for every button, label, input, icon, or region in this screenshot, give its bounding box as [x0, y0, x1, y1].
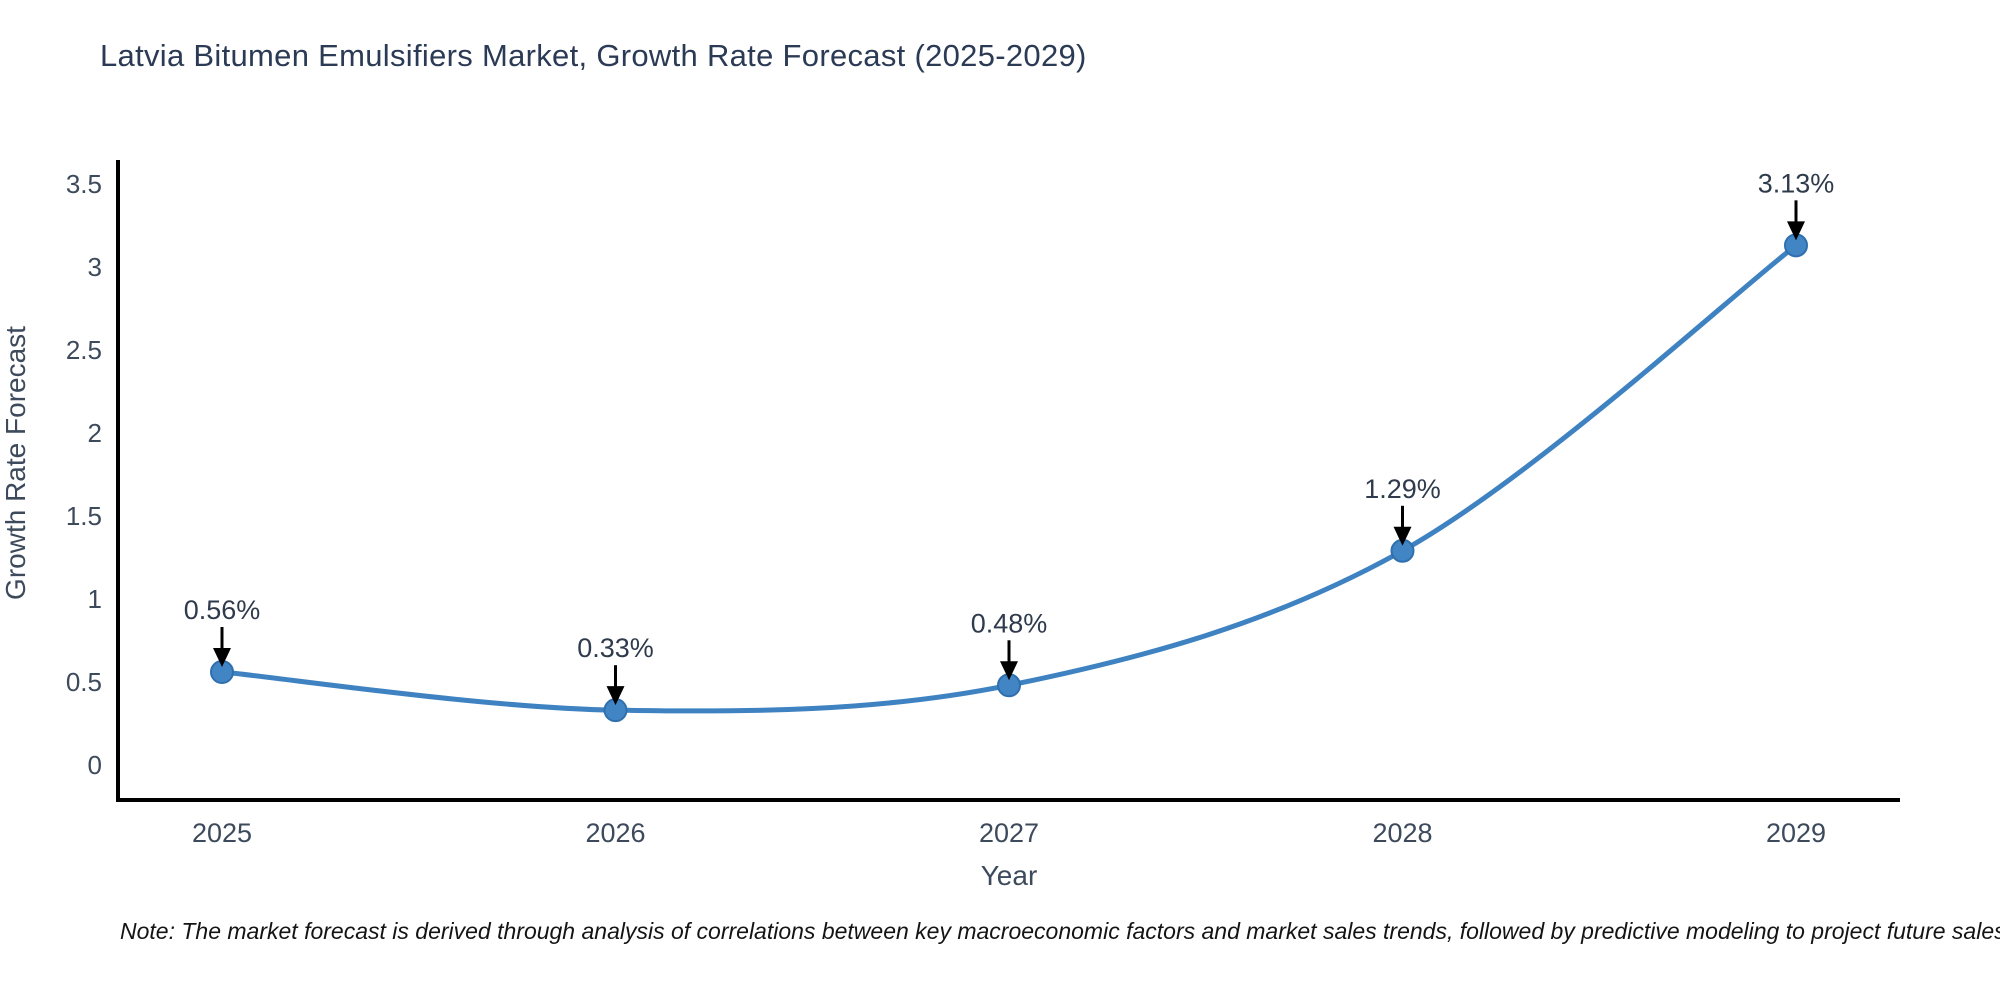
annotation-arrow-head — [1000, 661, 1018, 681]
chart-footnote: Note: The market forecast is derived thr… — [120, 918, 2000, 944]
y-tick-label: 3.5 — [66, 169, 102, 199]
point-value-label: 0.48% — [971, 608, 1048, 638]
data-point-annotations: 0.56% 0.33% 0.48% 1.29% 3.13% — [184, 168, 1835, 706]
x-tick-label: 2027 — [979, 818, 1039, 848]
x-tick-label: 2025 — [192, 818, 252, 848]
x-axis-title: Year — [981, 860, 1038, 891]
x-tick-label: 2029 — [1766, 818, 1826, 848]
series-line — [219, 242, 1799, 714]
y-tick-label: 3 — [88, 252, 102, 282]
point-value-label: 1.29% — [1364, 474, 1441, 504]
x-tick-label: 2028 — [1372, 818, 1432, 848]
y-tick-label: 2.5 — [66, 335, 102, 365]
annotation-arrow-head — [1393, 526, 1412, 546]
y-tick-label: 1.5 — [66, 501, 102, 531]
point-value-label: 0.56% — [184, 595, 261, 625]
chart-title: Latvia Bitumen Emulsifiers Market, Growt… — [100, 38, 1087, 73]
annotation-arrow-head — [213, 648, 231, 667]
annotation-arrow-head — [1787, 221, 1805, 241]
y-axis-title: Growth Rate Forecast — [0, 326, 31, 600]
y-tick-label: 1 — [88, 584, 102, 614]
annotation-arrow-head — [606, 686, 625, 706]
point-value-label: 3.13% — [1758, 168, 1835, 198]
y-tick-label: 0.5 — [66, 667, 102, 697]
y-tick-label: 0 — [88, 750, 102, 780]
x-axis-tick-labels: 2025 2026 2027 2028 2029 — [192, 818, 1826, 848]
point-value-label: 0.33% — [577, 633, 654, 663]
x-tick-label: 2026 — [585, 818, 645, 848]
y-tick-label: 2 — [88, 418, 102, 448]
y-axis-tick-labels: 0 0.5 1 1.5 2 2.5 3 3.5 — [66, 169, 102, 780]
